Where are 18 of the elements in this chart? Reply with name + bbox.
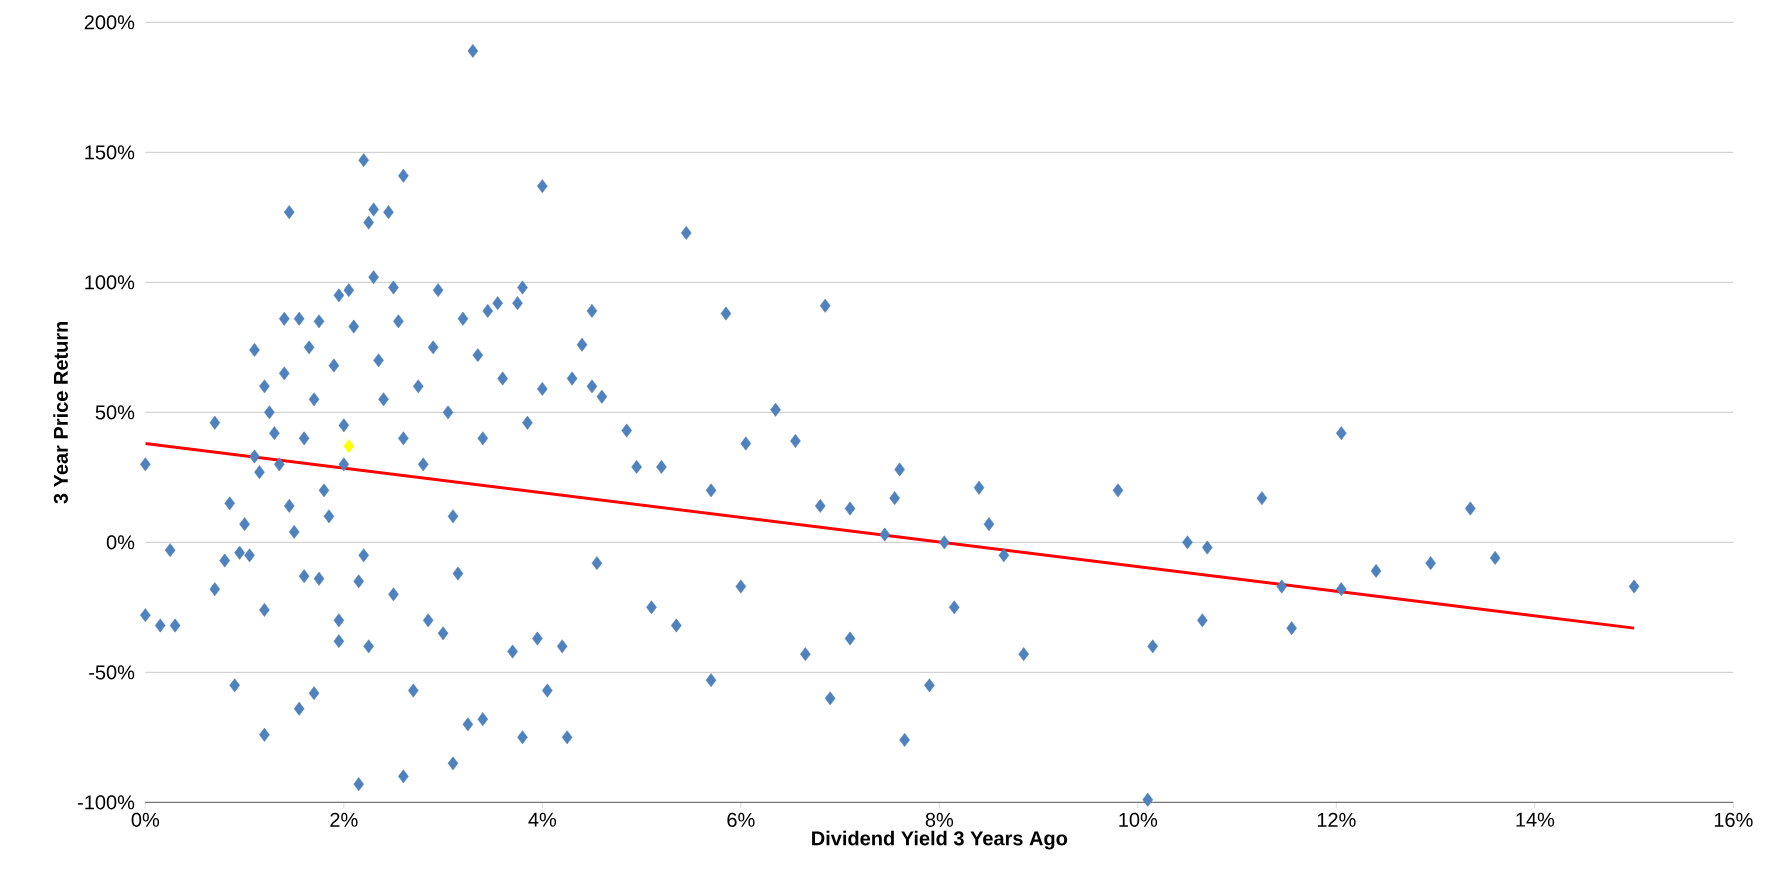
x-tick-label: 8% <box>925 812 954 827</box>
y-tick-label: 150% <box>85 145 135 160</box>
x-tick-label: 2% <box>330 812 358 827</box>
y-tick-label: -50% <box>89 665 135 680</box>
y-tick-label: 0% <box>106 535 135 550</box>
x-tick-label: 12% <box>1317 812 1356 827</box>
x-tick-label: 14% <box>1516 812 1555 827</box>
y-tick-label: 100% <box>85 275 135 290</box>
x-axis-title: Dividend Yield 3 Years Ago <box>812 830 1068 850</box>
x-tick-label: 16% <box>1714 812 1753 827</box>
x-tick-label: 6% <box>727 812 755 827</box>
y-axis-title: 3 Year Price Return <box>53 321 68 504</box>
x-tick-label: 10% <box>1119 812 1158 827</box>
y-tick-label: 200% <box>84 15 135 30</box>
y-tick-label: -100% <box>78 795 135 810</box>
x-tick-label: 4% <box>528 812 557 827</box>
y-tick-label: 50% <box>95 405 135 420</box>
x-tick-label: 0% <box>131 812 160 827</box>
